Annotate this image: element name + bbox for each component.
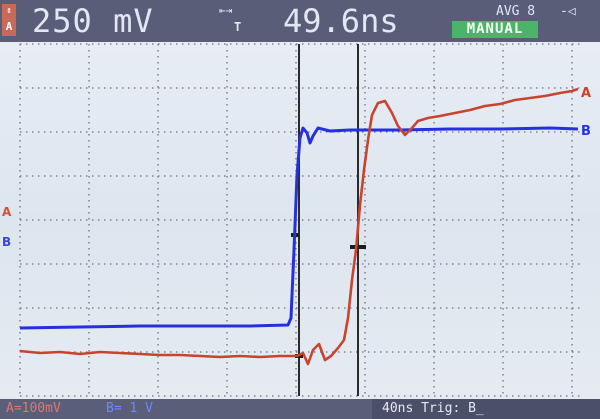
trigger-panel[interactable]: 40ns Trig: B̲ (372, 399, 600, 419)
channel-b-scale: B= 1 V (106, 401, 153, 416)
top-status-bar: ⇕ A 250 mV ⇤⇥ T 49.6ns AVG 8 -◁ MANUAL (0, 0, 600, 42)
channel-badge[interactable]: ⇕ A (2, 4, 16, 36)
channel-badge-label: A (5, 20, 13, 33)
cursor-2-marker (350, 245, 366, 249)
time-readout: 49.6ns (283, 2, 399, 40)
timebase-subscript: T (234, 20, 242, 34)
avg-indicator: AVG 8 (496, 4, 536, 19)
updown-arrows-icon: ⇕ (6, 6, 12, 16)
trigger-readout: 40ns Trig: B̲ (382, 401, 484, 416)
channel-a-scale: A=100mV (6, 401, 61, 416)
mode-badge[interactable]: MANUAL (452, 21, 538, 38)
trace-b-label: B (581, 124, 591, 139)
side-marker-b: B (2, 235, 12, 249)
bottom-status-bar: A=100mV B= 1 V 40ns Trig: B̲ (0, 399, 600, 419)
timebase-icon: ⇤⇥ (219, 4, 233, 17)
side-marker-a: A (2, 205, 12, 219)
amplitude-readout: 250 mV (32, 2, 154, 40)
trace-b (19, 126, 579, 330)
trace-a (19, 87, 579, 366)
power-plug-icon: -◁ (560, 4, 576, 19)
trace-a-label: A (581, 86, 591, 101)
